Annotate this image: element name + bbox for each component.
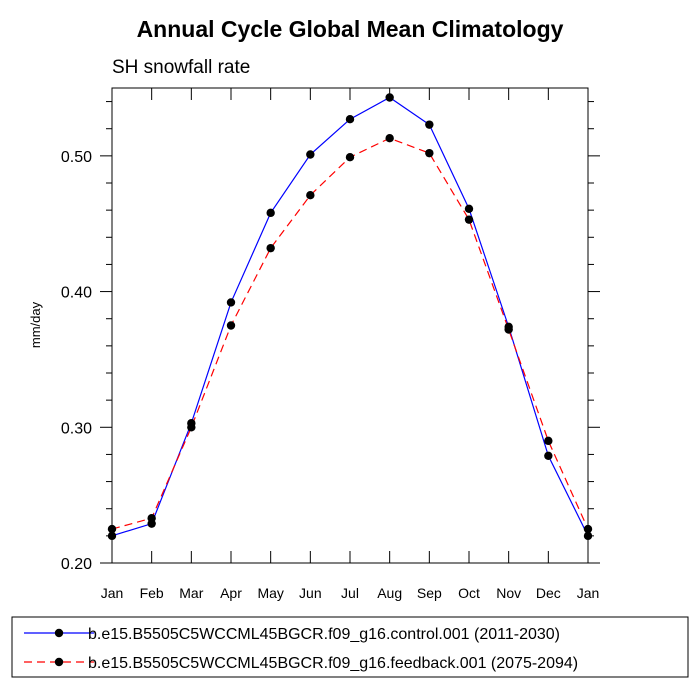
y-axis-label: mm/day (28, 301, 43, 348)
x-tick-label: Nov (496, 585, 521, 601)
series-layer (107, 93, 593, 541)
x-tick-label: Jul (341, 585, 359, 601)
y-tick-label: 0.30 (61, 420, 92, 437)
axis-ticks (100, 88, 600, 564)
series-0-point (583, 531, 593, 541)
x-tick-label: May (257, 585, 283, 601)
x-tick-label: Jan (101, 585, 124, 601)
series-1-point (345, 153, 355, 162)
legend-label-1: b.e15.B5505C5WCCML45BGCR.f09_g16.feedbac… (88, 655, 578, 672)
x-tick-label: Jun (299, 585, 322, 601)
series-1-point (425, 148, 434, 158)
series-1-point (544, 436, 553, 446)
chart-subtitle: SH snowfall rate (112, 57, 250, 78)
x-tick-label: Apr (220, 585, 242, 601)
x-tick-label: Oct (458, 585, 480, 601)
series-1-point (306, 191, 315, 200)
series-1-point (504, 325, 513, 334)
x-tick-label: Mar (179, 585, 203, 601)
series-1-point (464, 215, 474, 224)
series-1-point (107, 524, 117, 534)
chart-title: Annual Cycle Global Mean Climatology (137, 16, 564, 42)
series-1-point (226, 321, 236, 330)
x-tick-labels: Jan Feb Mar Apr May Jun Jul Aug Sep Oct Nov Dec Jan (101, 585, 600, 601)
x-tick-label: Dec (536, 585, 561, 601)
x-tick-label: Jan (577, 585, 600, 601)
series-0-point (544, 451, 553, 460)
x-tick-label: Feb (140, 585, 164, 601)
y-tick-labels: 0.20 0.30 0.40 0.50 (61, 149, 92, 573)
series-line-0 (111, 96, 589, 537)
legend-label-0: b.e15.B5505C5WCCML45BGCR.f09_g16.control… (88, 626, 560, 643)
legend-marker-0 (54, 628, 64, 638)
series-0-point (266, 208, 275, 218)
series-0-point (425, 120, 434, 129)
series-0-point (107, 531, 117, 541)
legend-box (11, 616, 689, 678)
legend: b.e15.B5505C5WCCML45BGCR.f09_g16.control… (24, 626, 578, 672)
series-1-point (385, 134, 394, 143)
y-tick-label: 0.50 (61, 149, 92, 166)
x-tick-label: Sep (417, 585, 442, 601)
y-tick-label: 0.20 (61, 556, 92, 573)
series-line-1 (111, 137, 589, 530)
series-0-point (345, 115, 355, 124)
series-0-point (385, 93, 394, 102)
x-tick-label: Aug (377, 585, 402, 601)
y-tick-label: 0.40 (61, 285, 92, 302)
legend-marker-1 (54, 657, 64, 667)
series-1-point (147, 514, 156, 523)
series-0-point (306, 150, 315, 159)
series-0-point (464, 204, 474, 213)
series-1-point (583, 524, 593, 534)
series-1-point (187, 423, 196, 432)
series-1-point (266, 243, 275, 253)
series-0-point (226, 298, 236, 307)
